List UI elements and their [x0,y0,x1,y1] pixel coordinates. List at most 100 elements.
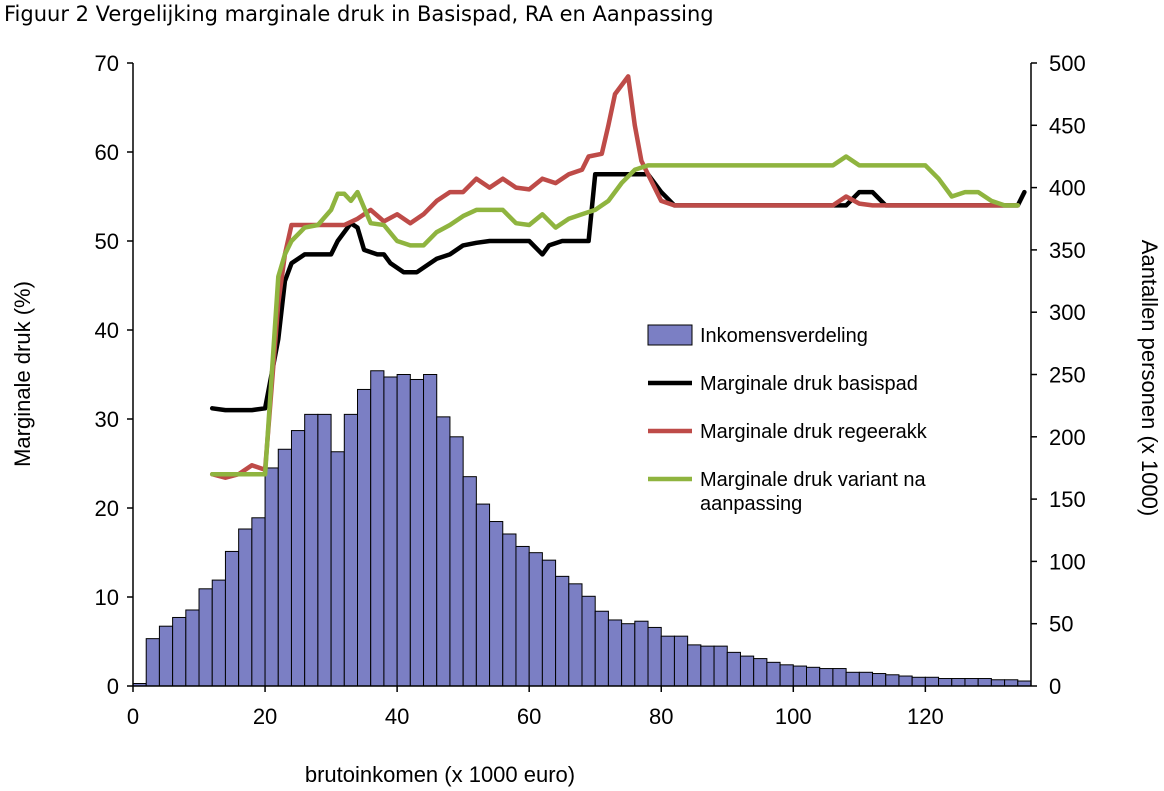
legend-label: aanpassing [700,493,802,515]
y-right-tick-label: 150 [1049,487,1086,512]
histogram-bar [251,517,266,687]
y-left-tick-label: 30 [95,407,119,432]
y-left-tick-label: 60 [95,140,119,165]
histogram-bar [172,616,187,687]
histogram-bar [489,521,504,687]
histogram-bar [264,467,279,687]
legend-label: Inkomensverdeling [700,325,868,347]
histogram-bar [581,595,596,687]
histogram-bar [541,559,557,687]
histogram-bar [502,533,517,687]
histogram-bar [607,619,623,687]
histogram-bar [832,668,847,687]
histogram-bar [475,503,491,687]
histogram-bar [555,575,570,687]
histogram-bar [990,679,1006,687]
histogram-bar [198,588,213,687]
y-left-tick-label: 40 [95,318,119,343]
y-right-tick-label: 300 [1049,300,1086,325]
histogram-bar [977,678,992,687]
histogram-bar [621,623,636,687]
histogram-bar [277,448,292,687]
y-right-tick-label: 500 [1049,51,1086,76]
histogram-bar [238,528,253,687]
legend: Inkomensverdeling Marginale druk basispad… [647,324,928,515]
y-right-tick-label: 0 [1049,674,1061,699]
y-axis-left-title: Marginale druk (%) [10,281,35,467]
y-left-tick-label: 10 [95,585,119,610]
legend-label: Marginale druk variant na [700,469,927,491]
legend-label: Marginale druk basispad [700,373,918,395]
histogram-bar [898,675,913,687]
histogram-bar [634,620,649,687]
y-right-tick-label: 350 [1049,238,1086,263]
histogram-bar [396,374,411,687]
histogram-bar [1004,679,1019,687]
x-tick-label: 20 [253,704,277,729]
histogram-bar [739,655,755,687]
histogram-bar [290,430,306,687]
y-left-tick-label: 70 [95,51,119,76]
histogram-bar [568,583,583,687]
histogram-bar [687,644,702,687]
histogram-bar [211,579,226,687]
histogram-bar [819,668,834,687]
histogram-bar [158,625,174,687]
histogram-bar [753,658,768,687]
histogram-bar [330,451,345,687]
histogram-bar [872,673,887,687]
histogram-bar [964,678,979,687]
histogram-bar [409,378,425,687]
tick-labels: 0102030405060700501001502002503003504004… [95,51,1086,729]
y-right-tick-label: 450 [1049,113,1086,138]
x-tick-label: 0 [127,704,139,729]
histogram-bar [370,370,385,687]
legend-label: Marginale druk regeerakk [700,421,928,443]
x-tick-label: 80 [649,704,673,729]
histogram-bar [423,374,438,687]
x-tick-label: 40 [385,704,409,729]
line-series [209,74,1027,480]
histogram-bar [594,610,609,687]
histogram-bar [185,609,200,687]
histogram-bar [766,661,781,687]
histogram-bar [528,552,543,687]
series-line-2 [209,74,1021,480]
histogram-bar [449,436,464,687]
histogram-bar [779,664,794,687]
y-left-tick-label: 0 [107,674,119,699]
x-axis-title: brutoinkomen (x 1000 euro) [305,762,575,787]
histogram-bar [383,376,398,687]
legend-swatch [647,324,693,346]
histogram-bar [938,678,953,687]
histogram-bar [858,671,874,687]
histogram-bar [462,476,477,687]
histogram-bar [845,671,860,687]
y-left-tick-label: 50 [95,229,119,254]
x-tick-label: 60 [517,704,541,729]
histogram-bar [885,674,900,687]
histogram-bar [673,635,689,687]
axes [127,62,1037,692]
histogram-bar [924,676,940,687]
histogram-bar [713,645,728,687]
histogram-bars [132,370,1032,687]
histogram-bar [145,638,160,687]
histogram-bar [304,413,319,687]
histogram-bar [343,413,359,687]
histogram-bar [792,665,808,687]
histogram-bar [515,545,530,687]
series-line-3 [209,154,1021,477]
figure-caption: Figuur 2 Vergelijking marginale druk in … [4,2,714,26]
x-tick-label: 120 [907,704,944,729]
histogram-bar [806,666,821,687]
y-left-tick-label: 20 [95,496,119,521]
y-right-tick-label: 50 [1049,612,1073,637]
x-tick-label: 100 [775,704,812,729]
y-right-tick-label: 250 [1049,363,1086,388]
histogram-bar [357,388,372,687]
y-axis-right-title: Aantallen personen (x 1000) [1137,240,1162,516]
histogram-bar [317,413,332,687]
histogram-bar [700,645,715,687]
